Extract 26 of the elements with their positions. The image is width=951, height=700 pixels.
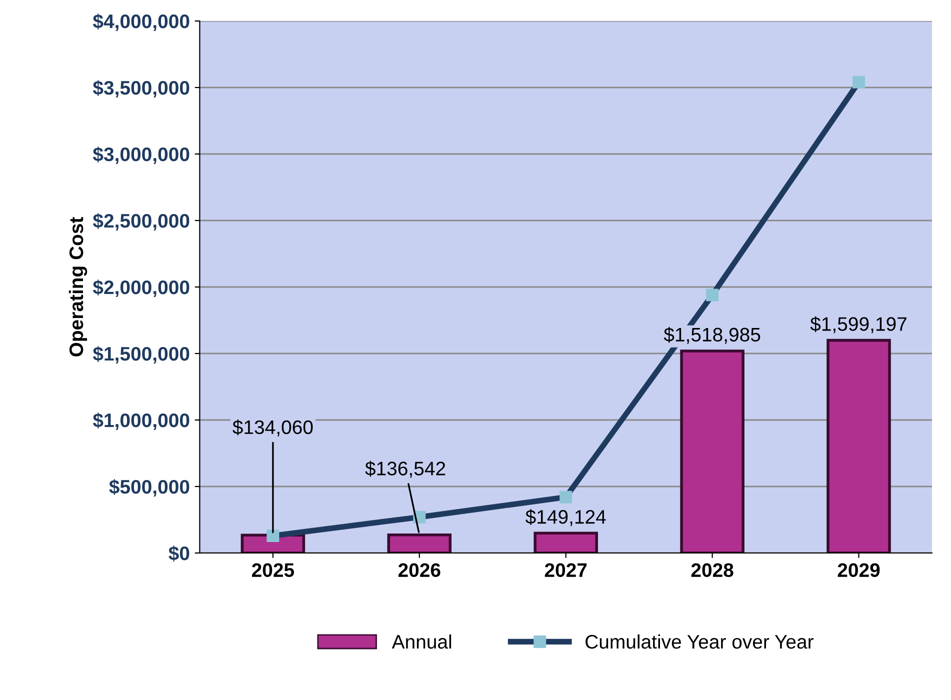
bar <box>680 350 744 553</box>
x-tick-label: 2026 <box>398 563 440 578</box>
data-label: $136,542 <box>365 460 446 478</box>
bar <box>826 338 891 553</box>
y-tick-label: $2,000,000 <box>92 280 190 298</box>
y-axis-title: Operating Cost <box>68 217 88 356</box>
data-label: $134,060 <box>232 420 313 436</box>
bar <box>387 533 452 553</box>
y-tick-label: $500,000 <box>109 479 190 497</box>
y-tick-label: $3,000,000 <box>92 146 190 164</box>
y-tick-label: $3,500,000 <box>92 80 190 98</box>
y-tick-label: $4,000,000 <box>92 14 190 32</box>
y-tick-label: $2,500,000 <box>92 213 190 231</box>
y-tick-label: $1,500,000 <box>92 346 190 364</box>
data-label: $1,518,985 <box>664 326 760 344</box>
legend-label: Annual <box>392 634 452 649</box>
x-tick-label: 2025 <box>252 563 294 578</box>
x-tick-label: 2028 <box>691 563 734 578</box>
y-tick-label: $1,000,000 <box>92 412 190 430</box>
legend-label: Cumulative Year over Year <box>586 634 814 649</box>
y-tick-label: $0 <box>168 546 190 562</box>
data-label: $1,599,197 <box>810 316 906 334</box>
bar <box>534 532 598 553</box>
x-tick-label: 2027 <box>544 563 587 578</box>
x-tick-label: 2029 <box>838 563 880 578</box>
data-label: $149,124 <box>526 509 606 526</box>
